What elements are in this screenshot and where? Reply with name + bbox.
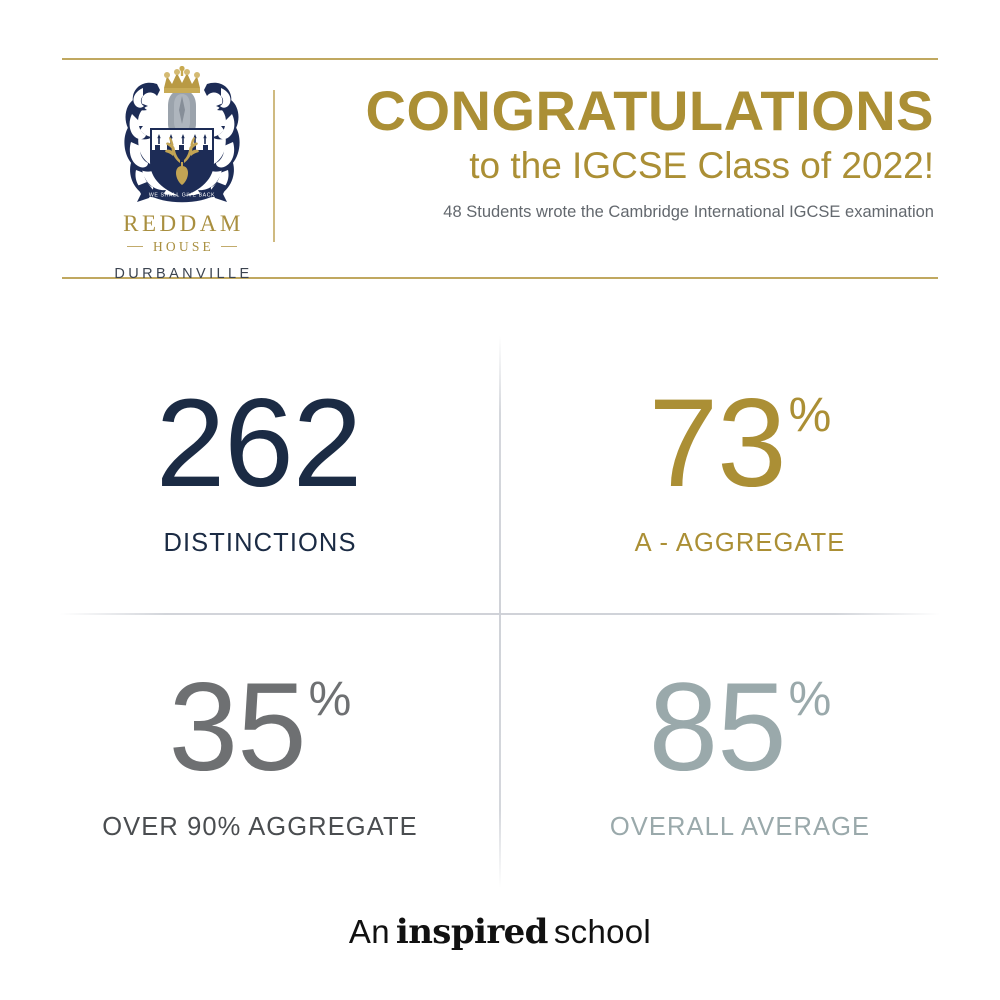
- stat-value: 262: [155, 373, 365, 513]
- stat-label: OVERALL AVERAGE: [609, 812, 871, 841]
- footer-suffix: school: [553, 913, 652, 950]
- school-logo: WE SHALL GIVE BACK REDDAM HOUSE DURBANVI…: [92, 66, 272, 281]
- stat-label: OVER 90% AGGREGATE: [102, 812, 418, 841]
- stat-card-a-aggregate: 73 % A - AGGREGATE: [500, 336, 980, 606]
- page-subtitle: to the IGCSE Class of 2022!: [469, 145, 934, 187]
- campus-name: DURBANVILLE: [114, 265, 253, 282]
- stat-suffix: %: [788, 388, 832, 442]
- footer-prefix: An: [348, 913, 390, 950]
- stat-value: 35 %: [168, 657, 352, 797]
- header-vertical-divider: [273, 90, 275, 242]
- stat-number: 262: [155, 373, 363, 513]
- crest-motto: WE SHALL GIVE BACK: [149, 193, 215, 199]
- page-title: CONGRATULATIONS: [365, 79, 934, 142]
- stag-icon: [165, 137, 199, 185]
- header-banner: WE SHALL GIVE BACK REDDAM HOUSE DURBANVI…: [62, 58, 938, 281]
- stat-number: 73: [648, 373, 787, 513]
- stat-label: DISTINCTIONS: [163, 528, 357, 557]
- stat-number: 85: [648, 657, 787, 797]
- footer-brand-inspired: inspired: [395, 912, 549, 952]
- stat-card-distinctions: 262 DISTINCTIONS: [20, 336, 500, 606]
- wordmark-house-row: HOUSE: [92, 240, 272, 254]
- wordmark-reddam: REDDAM: [123, 211, 244, 236]
- wordmark-dash-left: [126, 246, 143, 248]
- reddam-crest-icon: WE SHALL GIVE BACK: [124, 66, 240, 203]
- stat-suffix: %: [788, 672, 832, 726]
- wordmark-dash-right: [221, 246, 237, 248]
- stat-label: A - AGGREGATE: [634, 528, 846, 557]
- stat-value: 85 %: [648, 657, 832, 797]
- grid-horizontal-divider: [60, 613, 940, 615]
- wordmark-house: HOUSE: [152, 239, 214, 254]
- stat-card-over-90-aggregate: 35 % OVER 90% AGGREGATE: [20, 620, 500, 890]
- footer-tagline: An inspired school: [0, 912, 1000, 952]
- stat-suffix: %: [308, 672, 352, 726]
- stats-grid: 262 DISTINCTIONS 73 % A - AGGREGATE 35 %…: [0, 336, 1000, 888]
- stat-number: 35: [168, 657, 307, 797]
- header-text-block: CONGRATULATIONS to the IGCSE Class of 20…: [302, 82, 938, 221]
- stat-value: 73 %: [648, 373, 832, 513]
- stat-card-overall-average: 85 % OVERALL AVERAGE: [500, 620, 980, 890]
- page-note: 48 Students wrote the Cambridge Internat…: [443, 202, 934, 221]
- grid-vertical-divider: [499, 336, 501, 888]
- crown-icon: [164, 66, 200, 93]
